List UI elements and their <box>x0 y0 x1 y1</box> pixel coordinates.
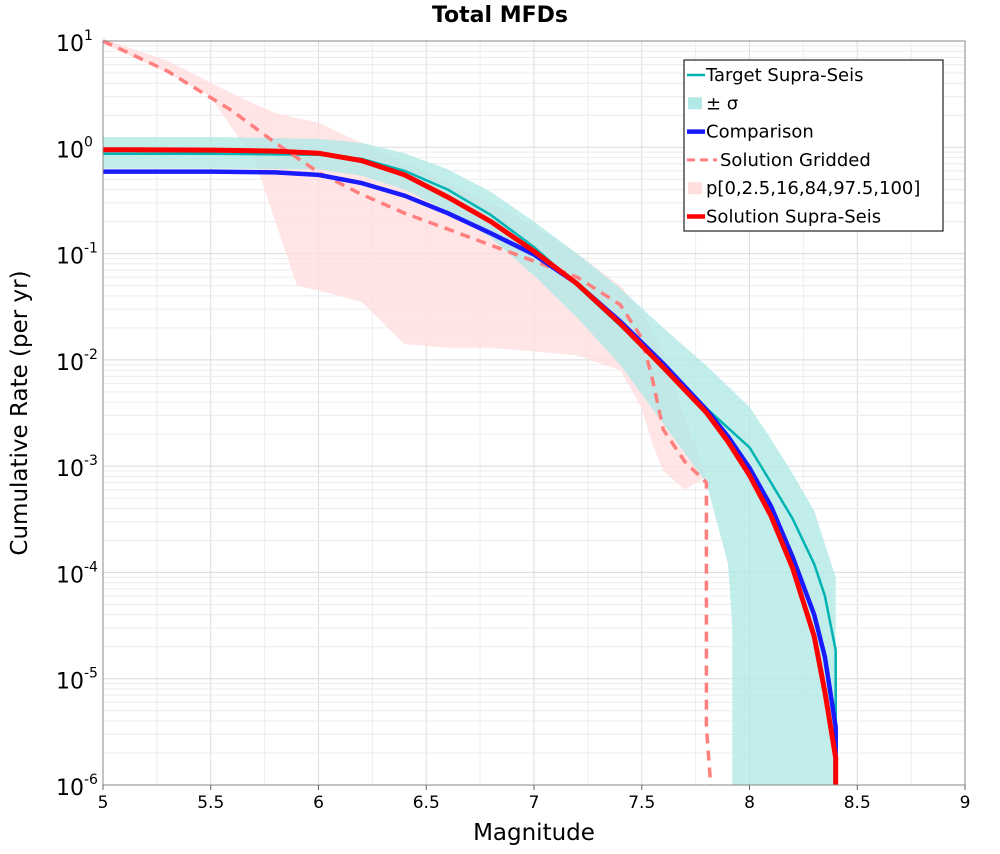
legend-swatch <box>688 182 702 195</box>
y-tick-base: 10 <box>56 457 84 482</box>
legend-item: Target Supra-Seis <box>687 65 863 86</box>
y-tick-label: 101 <box>56 28 93 57</box>
x-tick-label: 5.5 <box>197 793 224 813</box>
y-tick-base: 10 <box>56 138 84 163</box>
legend-swatch <box>688 97 702 110</box>
legend-item: p[0,2.5,16,84,97.5,100] <box>688 178 920 199</box>
y-tick-base: 10 <box>56 563 84 588</box>
y-tick-base: 10 <box>56 32 84 57</box>
x-tick-label: 5 <box>98 793 109 813</box>
y-tick-label: 10-5 <box>56 666 98 695</box>
legend-label: ± σ <box>706 93 738 114</box>
legend-label: Target Supra-Seis <box>705 65 863 86</box>
y-tick-label: 10-1 <box>56 241 98 270</box>
x-axis-title: Magnitude <box>473 820 595 846</box>
y-tick-base: 10 <box>56 245 84 270</box>
series-sigma-band <box>103 137 836 785</box>
y-axis-title: Cumulative Rate (per yr) <box>7 270 33 555</box>
x-tick-label: 8.5 <box>844 793 871 813</box>
x-tick-label: 9 <box>960 793 971 813</box>
y-tick-label: 10-3 <box>56 453 98 482</box>
lines <box>102 39 839 786</box>
x-tick-label: 8 <box>744 793 755 813</box>
series-solution-gridded <box>102 39 713 786</box>
legend-box <box>683 59 944 232</box>
y-tick-base: 10 <box>56 670 84 695</box>
x-tick-label: 7.5 <box>628 793 655 813</box>
legend-item: Solution Supra-Seis <box>687 207 881 228</box>
legend-label: Solution Supra-Seis <box>706 207 881 228</box>
y-tick-base: 10 <box>56 351 84 376</box>
y-tick-exponent: -3 <box>84 453 98 469</box>
y-tick-label: 10-6 <box>56 772 98 801</box>
y-tick-label: 100 <box>56 134 93 163</box>
y-tick-exponent: -4 <box>84 559 98 575</box>
legend-item: ± σ <box>688 93 738 114</box>
legend-label: Solution Gridded <box>720 150 871 171</box>
y-tick-base: 10 <box>56 776 84 801</box>
x-tick-label: 6.5 <box>413 793 440 813</box>
y-tick-exponent: -2 <box>84 347 98 363</box>
y-tick-exponent: -6 <box>84 772 98 788</box>
legend: Target Supra-Seis ± σ Comparison Solution G… <box>683 59 944 232</box>
y-tick-label: 10-2 <box>56 347 98 376</box>
y-tick-exponent: 1 <box>84 28 93 44</box>
chart-title: Total MFDs <box>432 3 568 28</box>
legend-item: Solution Gridded <box>687 150 871 171</box>
x-tick-label: 7 <box>529 793 540 813</box>
y-tick-exponent: -1 <box>84 241 98 257</box>
y-tick-exponent: 0 <box>84 134 93 150</box>
y-tick-label: 10-4 <box>56 559 98 588</box>
axes: 5 5.5 6 6.5 7 7.5 8 8.5 910110010-110-210-310-41… <box>56 28 970 813</box>
legend-label: Comparison <box>706 122 814 143</box>
legend-item: Comparison <box>687 122 814 143</box>
legend-label: p[0,2.5,16,84,97.5,100] <box>706 178 920 199</box>
x-tick-label: 6 <box>313 793 324 813</box>
series-solution-supra-seis <box>102 147 839 785</box>
y-tick-exponent: -5 <box>84 666 98 682</box>
